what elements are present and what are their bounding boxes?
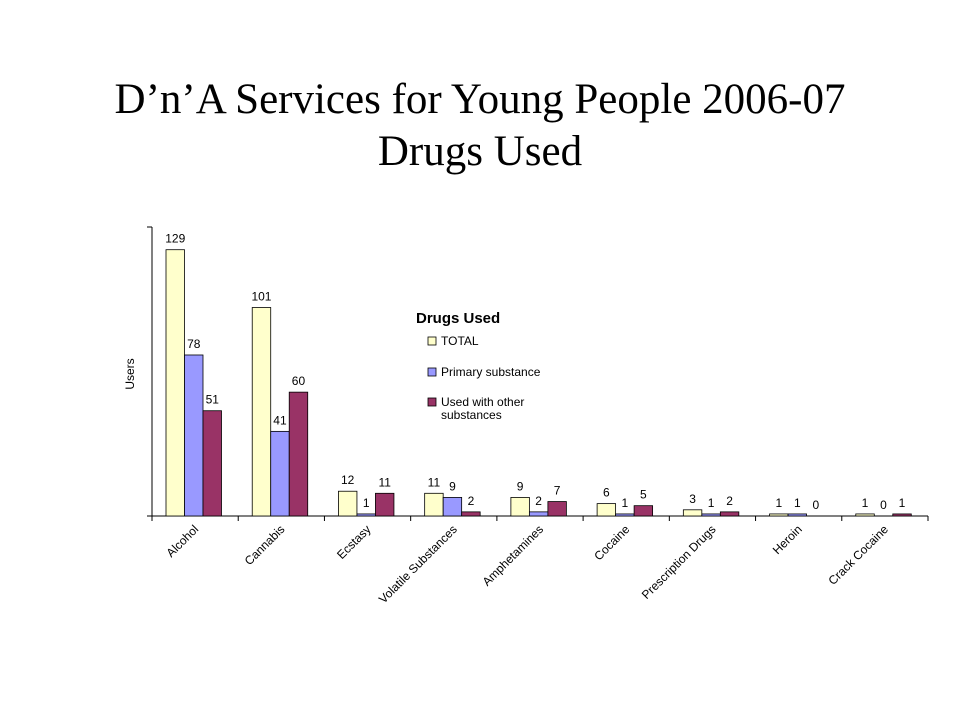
bar-1-5 [615, 513, 635, 517]
x-tick-label: Alcohol [164, 522, 202, 560]
bar-0-2 [338, 490, 358, 517]
data-label: 129 [165, 232, 185, 246]
data-label: 9 [449, 479, 456, 493]
data-label: 5 [640, 488, 647, 502]
bar-1-4 [528, 511, 549, 517]
slide-title: D’n’A Services for Young People 2006-07 … [0, 74, 960, 178]
bar-2-1 [288, 391, 309, 517]
bar-2-2 [375, 492, 395, 517]
bar-1-7 [787, 513, 807, 517]
bar-1-0 [184, 354, 204, 517]
bar-0-1 [251, 307, 272, 517]
data-label: 7 [554, 484, 561, 498]
legend-swatch [427, 367, 437, 377]
x-tick-label: Cannabis [242, 522, 288, 568]
legend-title: Drugs Used [416, 310, 500, 327]
y-axis-label: Users [123, 358, 137, 389]
bar-2-0 [202, 410, 222, 517]
legend-label: substances [441, 408, 502, 422]
data-label: 2 [468, 494, 475, 508]
data-label: 1 [363, 496, 370, 510]
x-tick-label: Prescription Drugs [639, 522, 719, 602]
data-label: 2 [535, 494, 542, 508]
bar-0-6 [682, 509, 703, 517]
x-tick-label: Heroin [770, 522, 805, 557]
bar-1-2 [356, 513, 376, 517]
bar-2-4 [547, 501, 567, 517]
legend-label: Used with other [441, 395, 524, 409]
data-label: 1 [794, 496, 801, 510]
legend-label: Primary substance [441, 365, 541, 379]
data-label: 3 [689, 492, 696, 506]
x-tick-label: Cocaine [591, 522, 632, 563]
data-label: 0 [812, 498, 819, 512]
legend-swatch [427, 397, 437, 407]
data-label: 11 [378, 475, 391, 489]
data-label: 1 [862, 496, 869, 510]
chart-legend: Drugs Used TOTAL Primary substance Used wit… [416, 310, 541, 422]
bar-1-3 [442, 497, 463, 517]
legend-swatch [427, 336, 437, 346]
bar-0-4 [510, 497, 530, 517]
bar-0-0 [165, 249, 185, 517]
x-tick-label: Crack Cocaine [825, 522, 891, 588]
data-label: 2 [726, 494, 733, 508]
data-label: 6 [603, 486, 610, 500]
data-label: 12 [341, 473, 355, 487]
bar-1-1 [270, 430, 290, 517]
data-label: 1 [708, 496, 715, 510]
x-tick-label: Amphetamines [480, 522, 547, 589]
x-tick-label: Ecstasy [334, 522, 374, 562]
data-label: 0 [880, 498, 887, 512]
bar-2-3 [461, 511, 481, 517]
data-label: 41 [273, 413, 287, 427]
bar-2-5 [633, 505, 654, 517]
bar-0-7 [769, 513, 789, 517]
data-label: 11 [428, 475, 441, 489]
data-label: 51 [206, 393, 220, 407]
bar-0-3 [424, 492, 444, 517]
data-label: 9 [517, 479, 524, 493]
data-label: 60 [292, 374, 306, 388]
slide-title-line-2: Drugs Used [377, 128, 583, 175]
slide-title-line-1: D’n’A Services for Young People 2006-07 [114, 76, 846, 123]
bar-0-8 [855, 513, 875, 517]
data-label: 1 [622, 496, 629, 510]
legend-label: TOTAL [441, 334, 479, 348]
bar-0-5 [596, 503, 617, 517]
bar-2-8 [892, 513, 912, 517]
bar-1-6 [701, 513, 721, 517]
chart-x-tick-labels: Alcohol Cannabis Ecstasy Volatile Substance… [164, 522, 892, 606]
data-label: 78 [187, 337, 201, 351]
data-label: 101 [251, 290, 271, 304]
bar-2-6 [719, 511, 740, 517]
x-tick-label: Volatile Substances [376, 522, 460, 606]
data-label: 1 [775, 496, 782, 510]
chart-bars [165, 249, 912, 517]
data-label: 1 [899, 496, 906, 510]
